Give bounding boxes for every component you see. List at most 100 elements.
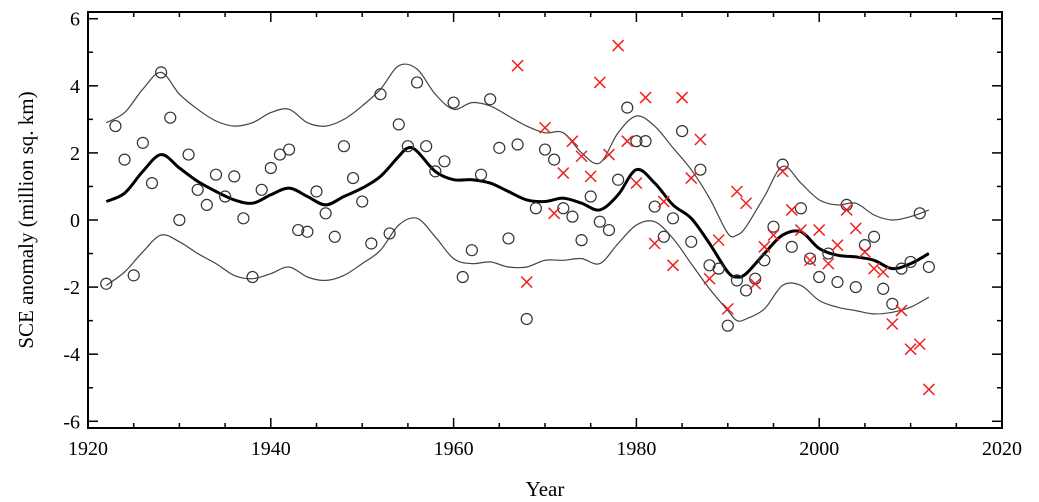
circle-point [319, 207, 332, 220]
circle-point [858, 239, 872, 252]
circle-point [831, 275, 844, 289]
x-point [804, 254, 817, 267]
x-point [548, 207, 561, 220]
y-axis-label: SCE anomaly (million sq. km) [14, 91, 38, 348]
x-point [593, 76, 606, 89]
circle-point [675, 124, 689, 138]
circle-point [776, 158, 789, 171]
x-point [886, 317, 899, 331]
circle-point [246, 270, 259, 284]
circle-point [228, 170, 241, 183]
circle-point [328, 230, 341, 243]
circle-point [511, 138, 524, 151]
circle-point [657, 230, 670, 243]
x-point [566, 135, 579, 148]
circle-point [803, 252, 817, 265]
x-point [849, 222, 862, 235]
x-point [602, 148, 616, 161]
x-point [712, 234, 725, 247]
circle-point [109, 119, 122, 133]
circle-point [739, 284, 753, 297]
x-point [868, 262, 881, 275]
x-point [676, 91, 689, 104]
y-tick-label: -4 [63, 344, 80, 366]
x-point [639, 91, 652, 104]
x-point [922, 383, 935, 396]
x-tick-label: 1960 [434, 438, 474, 460]
circle-point [209, 168, 223, 181]
smoothed-mean-line [105, 145, 930, 279]
circle-point [593, 215, 606, 228]
y-tick-label: 4 [70, 76, 80, 98]
confidence-band-line [106, 63, 930, 238]
circle-point [712, 262, 725, 275]
circle-point [346, 171, 360, 185]
circle-point [401, 140, 414, 153]
data-points [100, 39, 935, 396]
circle-point [566, 210, 579, 223]
circle-point [749, 272, 762, 285]
circle-point [356, 195, 369, 208]
x-tick-label: 2020 [982, 438, 1022, 460]
circle-point [584, 190, 597, 203]
circle-point [200, 198, 213, 212]
x-point [767, 229, 780, 242]
circle-point [758, 254, 771, 267]
x-point [621, 135, 634, 148]
circle-point [538, 143, 552, 156]
x-point [758, 240, 771, 253]
circle-point [410, 76, 424, 89]
circle-point [173, 213, 186, 227]
circle-point [337, 140, 351, 153]
circle-point [264, 161, 277, 175]
circle-point [420, 140, 433, 153]
x-tick-label: 1980 [616, 438, 656, 460]
circle-point [822, 247, 835, 260]
x-point [776, 165, 789, 178]
circle-point [164, 111, 177, 124]
circle-point [456, 270, 469, 284]
x-tick-label: 2000 [799, 438, 839, 460]
circle-point [438, 155, 451, 168]
circle-point [630, 135, 643, 148]
circle-point [886, 297, 899, 310]
x-point [630, 177, 643, 190]
x-point [612, 39, 625, 52]
x-point [575, 150, 588, 163]
y-tick-label: 0 [70, 210, 80, 232]
tick-labels: 1920 1940 1960 1980 2000 2020 -6 -4 -2 0 2 4 6 [63, 9, 1022, 460]
x-point [895, 304, 908, 317]
circle-point [392, 118, 405, 131]
circle-point [273, 148, 287, 161]
x-point [730, 185, 743, 198]
circle-point [191, 183, 204, 196]
circle-point [145, 176, 159, 190]
circle-point [666, 212, 680, 225]
x-point [904, 343, 917, 356]
x-point [831, 239, 844, 252]
circle-point [182, 148, 195, 161]
x-point [858, 245, 871, 258]
circle-point [730, 274, 744, 287]
circle-point [447, 96, 460, 109]
x-point [538, 121, 552, 134]
circle-point [922, 260, 935, 274]
circle-point [794, 202, 808, 215]
y-tick-label: 6 [70, 9, 80, 31]
circle-point [548, 153, 561, 166]
circle-point [694, 163, 707, 176]
circle-point [219, 190, 232, 203]
circle-point [849, 280, 862, 294]
x-point [822, 257, 835, 270]
circle-point [237, 212, 250, 225]
circle-point [895, 262, 908, 275]
circle-point [383, 227, 396, 240]
x-point [511, 59, 524, 72]
x-point [694, 133, 707, 146]
circle-point [502, 232, 515, 245]
x-point [721, 302, 734, 315]
circle-point [621, 101, 634, 114]
circle-point [474, 168, 488, 181]
circle-point [557, 202, 570, 215]
circle-point [301, 225, 314, 238]
